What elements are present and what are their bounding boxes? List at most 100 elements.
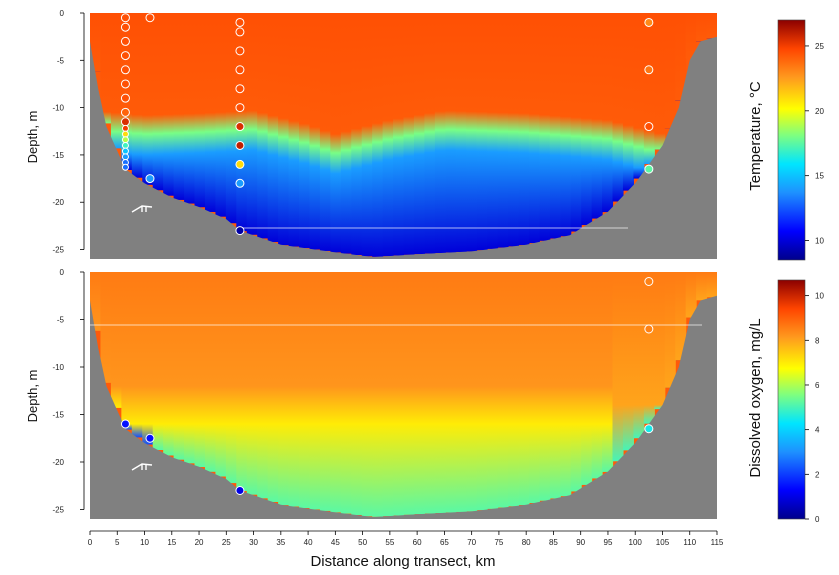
temperature-station-point [145,174,155,184]
temperature-colorbar-tick-label: 15 [815,172,824,181]
oxygen-station-point [644,324,654,334]
temperature-y-tick-label: -20 [52,198,64,207]
temperature-station-point [121,130,129,138]
oxygen-colorbar-tick-label: 6 [815,381,820,390]
temperature-station-point [120,79,130,89]
oxygen-field-column [445,272,457,513]
x-tick-label: 0 [88,538,93,547]
temperature-station-point [120,117,130,127]
oxygen-station-point [120,419,130,429]
temperature-station-point [120,51,130,61]
temperature-field-column [570,13,582,232]
x-tick-label: 115 [711,538,724,547]
temperature-field-column [549,13,561,239]
temperature-field-column [654,13,666,150]
temperature-station-point [235,84,245,94]
oxygen-field-column [309,272,321,510]
temperature-stations [120,13,654,236]
oxygen-ylabel: Depth, m [25,370,40,423]
oxygen-field-column [257,272,269,499]
temperature-field-column [361,13,373,257]
temperature-station-point [644,122,654,132]
temperature-field-column [643,13,655,165]
oxygen-field-column [706,272,717,298]
oxygen-station-point [644,424,654,434]
temperature-y-tick-label: -10 [52,104,64,113]
temperature-field-column [215,13,227,217]
temperature-field-column [675,13,687,101]
temperature-bathymetry [90,36,717,260]
temperature-colorbar-label: Temperature, °C [747,81,764,191]
temperature-station-point [235,17,245,27]
temperature-field-column [236,13,248,232]
oxygen-field-column [351,272,363,515]
oxygen-field-column [90,272,102,331]
oxygen-colorbar-tick-label: 8 [815,336,820,345]
x-tick-label: 110 [683,538,696,547]
temperature-field-column [319,13,331,251]
oxygen-field-column [204,272,216,472]
oxygen-colorbar-label: Dissolved oxygen, mg/L [747,318,764,477]
oxygen-field-column [591,272,603,479]
temperature-station-point [235,27,245,37]
temperature-field-column [110,13,122,149]
oxygen-field-column [131,272,143,438]
temperature-station-point [235,65,245,75]
oxygen-field-column [173,272,185,460]
x-tick-label: 100 [629,538,643,547]
oxygen-panel: 0 -5 -10 -15 -20 -25 0 5 10 15 20 25 30 35 40 45 50 55 60… [25,268,724,547]
oxygen-field-column [340,272,352,514]
temperature-field-column [581,13,593,226]
oxygen-field-column [476,272,488,511]
temperature-station-point [121,141,129,149]
temperature-field-column [633,13,645,179]
oxygen-field-column [372,272,384,517]
temperature-field-column [204,13,216,212]
oxygen-field-column [267,272,279,502]
temperature-field-column [612,13,624,202]
temperature-field [90,13,717,259]
oxygen-colorbar-tick-label: 4 [815,426,820,435]
oxygen-stations [120,277,654,495]
x-tick-label: 60 [413,538,422,547]
oxygen-y-tick-label: -20 [52,458,64,467]
oxygen-field-column [184,272,196,464]
oxygen-field-column [643,272,655,424]
temperature-field-column [288,13,300,247]
temperature-field-column [393,13,405,256]
temperature-ylabel: Depth, m [25,111,40,164]
oxygen-field-column [654,272,666,410]
temperature-field-column [152,13,164,191]
x-tick-label: 20 [195,538,204,547]
temperature-station-point [120,93,130,103]
temperature-station-point [235,122,245,132]
temperature-panel: 0 -5 -10 -15 -20 -25 Depth, m [25,9,717,260]
temperature-station-point [121,163,129,171]
oxygen-field-column [633,272,645,439]
temperature-station-point [235,159,245,169]
oxygen-field-column [675,272,687,361]
oxygen-field-column [121,272,133,430]
x-tick-label: 55 [385,538,394,547]
temperature-station-point [235,140,245,150]
x-tick-label: 75 [494,538,503,547]
oxygen-field-column [413,272,425,515]
oxygen-field-column [424,272,436,514]
oxygen-field-column [299,272,311,509]
oxygen-station-point [235,486,245,495]
oxygen-field-column [612,272,624,462]
oxygen-y-tick-label: -10 [52,363,64,372]
temperature-field-column [194,13,206,208]
temperature-station-point [120,65,130,75]
temperature-field-column [696,13,708,42]
temperature-field-column [685,13,697,59]
temperature-field-column [309,13,321,250]
oxygen-field-column [382,272,394,517]
oxygen-colorbar-tick-label: 10 [815,292,824,301]
temperature-seafloor [90,36,717,260]
temperature-y-tick-label: -5 [57,56,65,65]
temperature-field-column [424,13,436,254]
oxygen-field-column [163,272,175,456]
oxygen-field-column [361,272,373,517]
